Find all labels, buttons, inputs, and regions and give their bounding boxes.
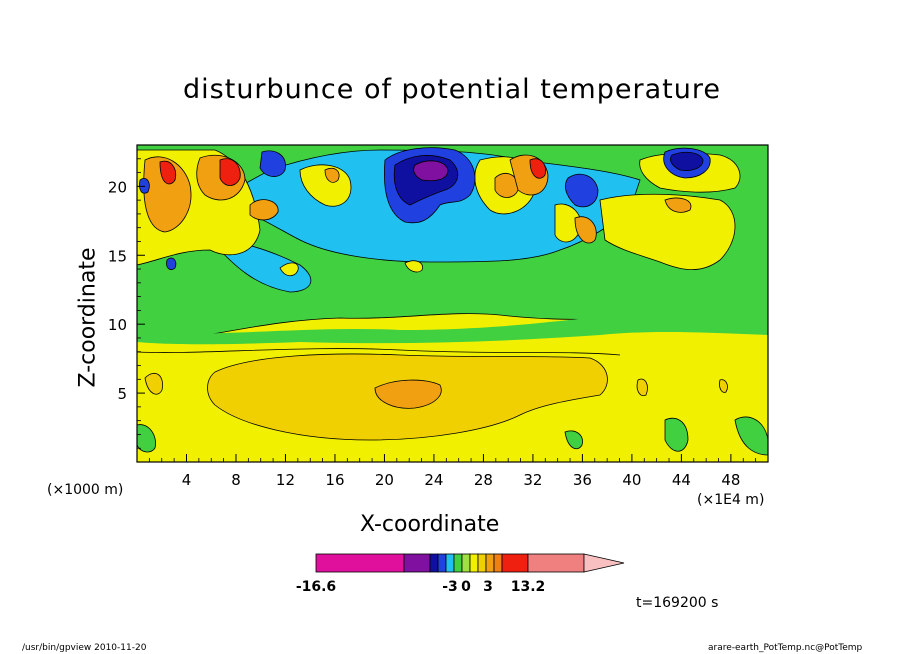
- y-axis-ticks: 5 10 15 20: [108, 158, 145, 449]
- colorbar: -16.6 -3 0 3 13.2: [296, 553, 625, 595]
- y-tick-label: 10: [108, 316, 127, 334]
- x-tick-label: 40: [622, 471, 641, 489]
- time-label: t=169200 s: [636, 595, 719, 611]
- colorbar-segment: [527, 553, 585, 573]
- x-tick-label: 32: [523, 471, 542, 489]
- x-tick-label: 48: [721, 471, 740, 489]
- colorbar-max-label: 13.2: [511, 579, 546, 595]
- colorbar-segment: [429, 553, 439, 573]
- colorbar-tick-label: -3: [442, 579, 458, 595]
- colorbar-segment: [315, 553, 405, 573]
- x-tick-label: 24: [424, 471, 443, 489]
- y-tick-label: 5: [117, 385, 127, 403]
- footer-right: arare-earth_PotTemp.nc@PotTemp: [708, 643, 863, 653]
- x-tick-label: 28: [474, 471, 493, 489]
- chart-title: disturbunce of potential temperature: [183, 74, 721, 105]
- colorbar-segment: [493, 553, 503, 573]
- colorbar-segment: [403, 553, 431, 573]
- colorbar-extend-arrow: [583, 553, 625, 573]
- x-tick-label: 4: [182, 471, 192, 489]
- colorbar-segment: [461, 553, 471, 573]
- y-tick-label: 20: [108, 178, 127, 196]
- colorbar-segment: [469, 553, 479, 573]
- x-axis-label: X-coordinate: [360, 512, 500, 537]
- colorbar-min-label: -16.6: [296, 579, 336, 595]
- x-tick-label: 8: [231, 471, 241, 489]
- colorbar-tick-label: 0: [461, 579, 471, 595]
- colorbar-segment: [437, 553, 447, 573]
- colorbar-segment: [445, 553, 455, 573]
- x-tick-label: 44: [672, 471, 691, 489]
- colorbar-segment: [485, 553, 495, 573]
- x-tick-label: 36: [573, 471, 592, 489]
- y-axis-label: Z-coordinate: [75, 247, 101, 388]
- x-tick-label: 20: [375, 471, 394, 489]
- x-unit-right: (×1E4 m): [697, 492, 765, 508]
- x-tick-label: 16: [325, 471, 344, 489]
- contour-field: [137, 145, 768, 462]
- footer-left: /usr/bin/gpview 2010-11-20: [22, 643, 147, 653]
- colorbar-segment: [501, 553, 529, 573]
- plot-frame: [136, 144, 769, 463]
- y-tick-label: 15: [108, 247, 127, 265]
- x-tick-label: 12: [276, 471, 295, 489]
- colorbar-segment: [477, 553, 487, 573]
- x-unit-left: (×1000 m): [47, 482, 124, 498]
- x-axis-ticks: 4 8 12 16 20 24 28 32 36 40 44 48: [148, 454, 757, 489]
- colorbar-tick-label: 3: [483, 579, 493, 595]
- colorbar-segment: [453, 553, 463, 573]
